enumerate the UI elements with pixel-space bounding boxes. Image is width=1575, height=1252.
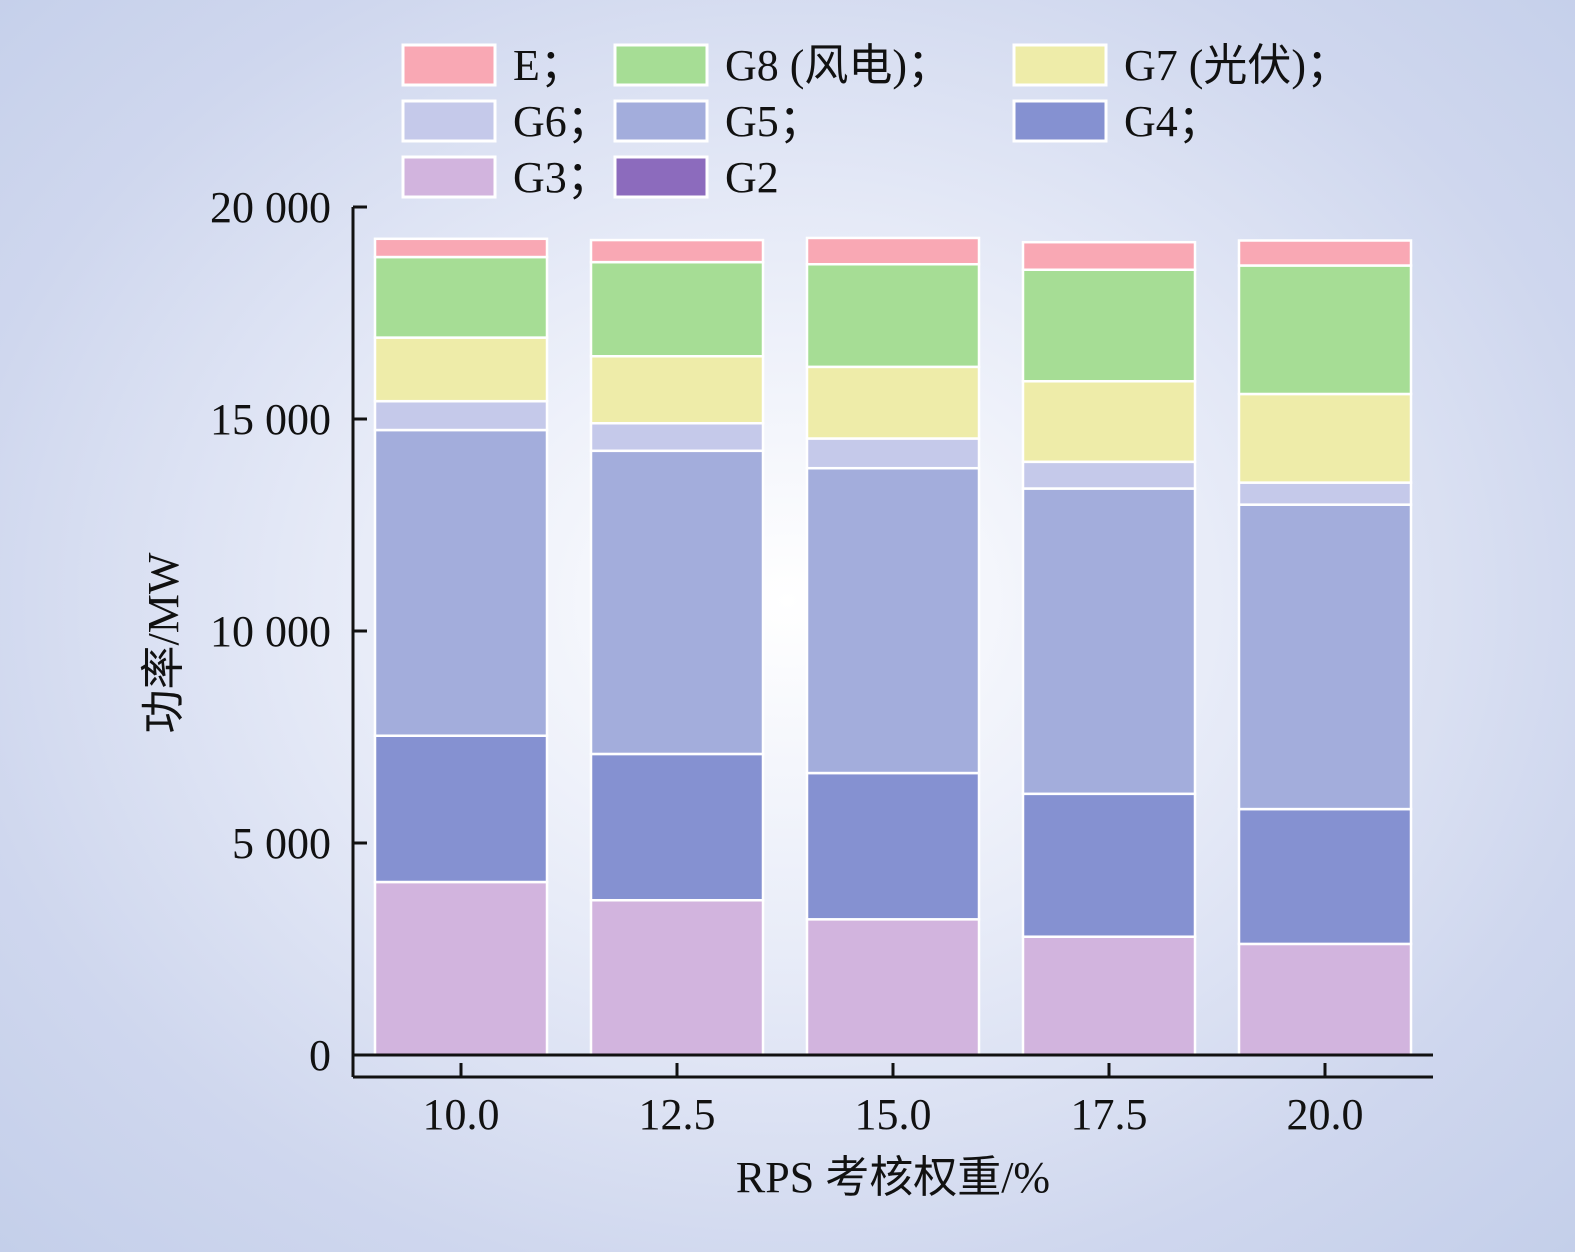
bar-segment-g7 — [589, 354, 765, 425]
legend-swatch — [1012, 43, 1108, 87]
bar-segment-g5 — [1237, 503, 1413, 811]
bar-segment-g4 — [805, 771, 981, 921]
legend-item-g3: G3； — [401, 153, 611, 202]
bar-segment-g6 — [589, 421, 765, 453]
y-tick-label: 0 — [309, 1031, 331, 1080]
y-ticks: 0 5 000 10 000 15 000 20 000 — [210, 183, 367, 1080]
y-axis-title: 功率/MW — [139, 552, 188, 733]
legend-item-g2: G2 — [613, 153, 779, 202]
legend-swatch — [401, 155, 497, 199]
legend-item-g4: G4； — [1012, 97, 1222, 146]
x-tick-label: 17.5 — [1071, 1090, 1148, 1139]
y-tick-label: 10 000 — [210, 607, 331, 656]
bar-segment-g6 — [1021, 460, 1197, 490]
bar-segment-g7 — [373, 336, 549, 403]
legend-swatch — [401, 43, 497, 87]
bar-segment-g6 — [805, 437, 981, 470]
bar-segment-g6 — [373, 399, 549, 432]
legend-swatch — [1012, 99, 1108, 143]
legend-label: G4； — [1124, 97, 1222, 146]
bar-segment-g5 — [805, 466, 981, 775]
y-tick-label: 5 000 — [232, 819, 331, 868]
bar-segment-g5 — [373, 428, 549, 737]
bar-stack-20-0 — [1237, 239, 1413, 1057]
legend-swatch — [401, 99, 497, 143]
bar-segment-g3 — [805, 918, 981, 1057]
x-tick-label: 12.5 — [639, 1090, 716, 1139]
legend-label: G6； — [513, 97, 611, 146]
legend-item-g8: G8 (风电)； — [613, 41, 951, 90]
legend-item-g6: G6； — [401, 97, 611, 146]
bar-segment-g3 — [589, 898, 765, 1057]
bar-segment-e — [1237, 239, 1413, 267]
legend-swatch — [613, 43, 709, 87]
legend-item-e: E； — [401, 41, 584, 90]
bar-segment-g3 — [1021, 935, 1197, 1057]
bar-stack-15-0 — [805, 236, 981, 1057]
legend-swatch — [613, 99, 709, 143]
bar-segment-g3 — [373, 880, 549, 1057]
y-tick-label: 20 000 — [210, 183, 331, 232]
legend-label: G3； — [513, 153, 611, 202]
legend-item-g7: G7 (光伏)； — [1012, 41, 1350, 90]
bar-segment-g8 — [1021, 268, 1197, 383]
x-ticks: 10.0 12.5 15.0 17.5 20.0 — [423, 1063, 1364, 1139]
bar-stack-10-0 — [373, 237, 549, 1057]
bar-segment-g8 — [1237, 264, 1413, 396]
bar-segment-g3 — [1237, 942, 1413, 1057]
legend: E； G8 (风电)； G7 (光伏)； G6； G5； G4； G3； G2 — [401, 41, 1350, 202]
legend-label: G2 — [725, 153, 779, 202]
bar-segment-e — [805, 236, 981, 266]
bar-segment-g7 — [1021, 380, 1197, 464]
bar-segment-e — [1021, 240, 1197, 272]
x-axis-title: RPS 考核权重/% — [736, 1153, 1050, 1202]
x-tick-label: 15.0 — [855, 1090, 932, 1139]
legend-label: E； — [513, 41, 584, 90]
bars — [373, 236, 1413, 1057]
legend-label: G8 (风电)； — [725, 41, 951, 90]
bar-segment-g5 — [589, 449, 765, 756]
bar-segment-g4 — [373, 734, 549, 884]
bar-segment-g4 — [1237, 807, 1413, 946]
bar-segment-g7 — [805, 365, 981, 440]
bar-segment-e — [589, 238, 765, 264]
bar-segment-e — [373, 237, 549, 259]
y-tick-label: 15 000 — [210, 395, 331, 444]
legend-swatch — [613, 155, 709, 199]
bar-stack-12-5 — [589, 238, 765, 1057]
bar-segment-g6 — [1237, 481, 1413, 506]
x-tick-label: 20.0 — [1287, 1090, 1364, 1139]
bar-stack-17-5 — [1021, 240, 1197, 1057]
x-tick-label: 10.0 — [423, 1090, 500, 1139]
bar-segment-g8 — [589, 260, 765, 358]
legend-item-g5: G5； — [613, 97, 823, 146]
bar-segment-g4 — [589, 752, 765, 902]
bar-segment-g7 — [1237, 392, 1413, 484]
bar-segment-g5 — [1021, 487, 1197, 796]
bar-segment-g8 — [805, 262, 981, 369]
bar-segment-g4 — [1021, 792, 1197, 938]
bar-segment-g8 — [373, 255, 549, 339]
legend-label: G7 (光伏)； — [1124, 41, 1350, 90]
legend-label: G5； — [725, 97, 823, 146]
